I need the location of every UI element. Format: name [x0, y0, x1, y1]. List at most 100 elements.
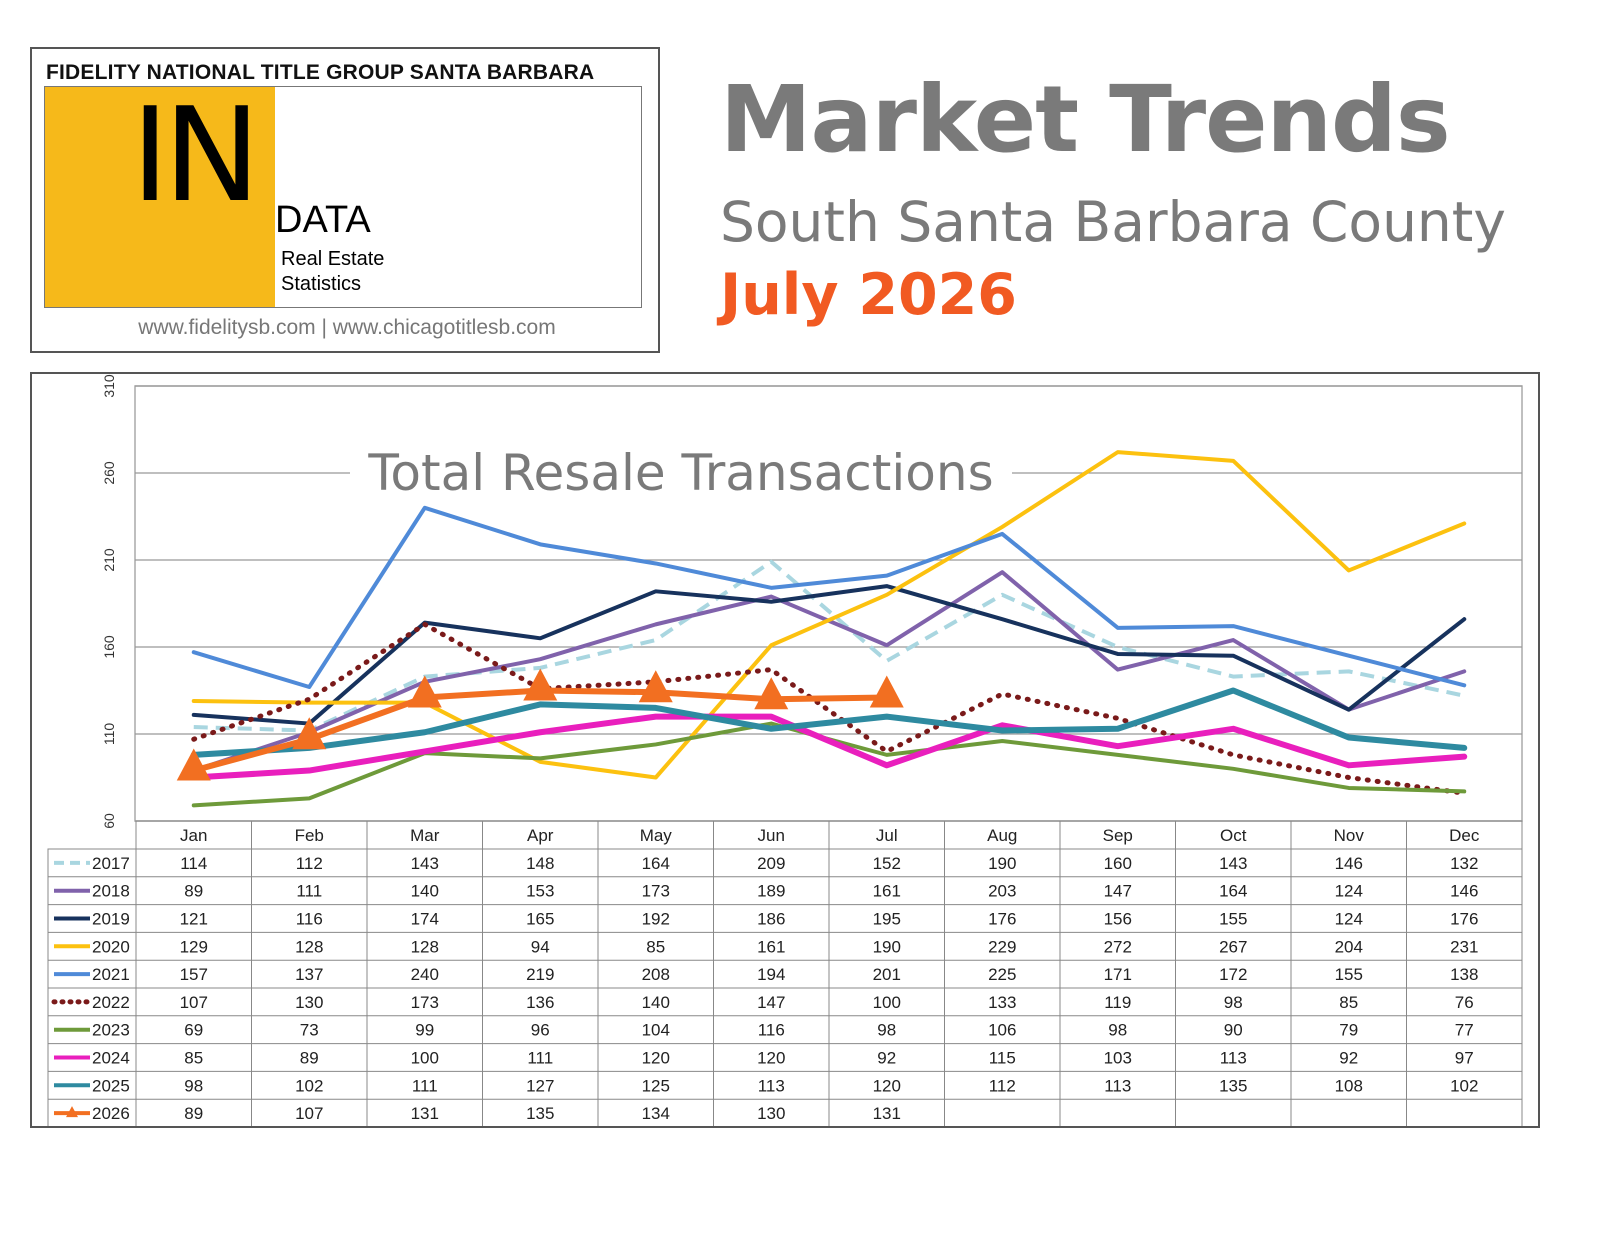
legend-label: 2020: [92, 937, 130, 956]
legend-label: 2017: [92, 854, 130, 873]
data-label: 85: [184, 1049, 203, 1068]
data-label: 89: [184, 882, 203, 901]
data-label: 147: [1104, 882, 1132, 901]
data-label: 92: [1339, 1049, 1358, 1068]
data-label: 111: [412, 1076, 438, 1095]
data-label: 94: [531, 937, 550, 956]
data-label: 107: [180, 993, 208, 1012]
data-label: 174: [411, 910, 439, 929]
x-tick-label: Jul: [876, 826, 898, 845]
data-label: 85: [646, 937, 665, 956]
page-title: Market Trends: [720, 66, 1451, 173]
data-label: 209: [757, 854, 785, 873]
series-line-2017: [193, 559, 1465, 733]
data-label: 107: [295, 1104, 323, 1123]
legend-swatch-marker-2026: [66, 1106, 78, 1118]
data-label: 195: [873, 910, 901, 929]
data-label: 173: [411, 993, 439, 1012]
data-label: 131: [411, 1104, 439, 1123]
series-marker-2026: [292, 717, 327, 750]
data-label: 231: [1450, 937, 1478, 956]
data-label: 89: [184, 1104, 203, 1123]
x-tick-label: Dec: [1449, 826, 1480, 845]
data-label: 161: [757, 937, 785, 956]
logo-in-text: IN: [131, 79, 261, 231]
data-label: 73: [300, 1021, 319, 1040]
data-label: 135: [526, 1104, 554, 1123]
data-label: 116: [296, 910, 323, 929]
data-label: 140: [411, 882, 439, 901]
data-label: 153: [526, 882, 554, 901]
data-label: 267: [1219, 937, 1247, 956]
data-label: 108: [1335, 1076, 1363, 1095]
data-label: 155: [1335, 965, 1363, 984]
data-label: 89: [300, 1049, 319, 1068]
data-label: 272: [1104, 937, 1132, 956]
data-label: 146: [1450, 882, 1478, 901]
data-label: 100: [411, 1049, 439, 1068]
series-marker-2026: [176, 748, 211, 781]
chart-panel: 60 110 160 210 260 310 Total Resale Transactio…: [30, 372, 1540, 1128]
data-label: 138: [1450, 965, 1478, 984]
data-label: 97: [1455, 1049, 1474, 1068]
logo-inner-box: IN DATA Real Estate Statistics: [44, 79, 642, 308]
data-label: 132: [1450, 854, 1478, 873]
data-label: 79: [1339, 1021, 1358, 1040]
data-label: 148: [526, 854, 554, 873]
data-label: 120: [873, 1076, 901, 1095]
data-label: 98: [184, 1076, 203, 1095]
legend-label: 2024: [92, 1049, 130, 1068]
data-label: 127: [526, 1076, 554, 1095]
logo-panel: FIDELITY NATIONAL TITLE GROUP SANTA BARB…: [30, 47, 660, 353]
data-label: 115: [989, 1049, 1016, 1068]
data-label: 146: [1335, 854, 1363, 873]
data-label: 189: [757, 882, 785, 901]
data-label: 112: [989, 1076, 1016, 1095]
data-label: 143: [411, 854, 439, 873]
data-label: 208: [642, 965, 670, 984]
x-tick-label: Sep: [1103, 826, 1133, 845]
y-tick-label: 60: [101, 813, 117, 829]
series-marker-2026: [638, 670, 673, 703]
legend-label: 2025: [92, 1076, 130, 1095]
data-label: 99: [415, 1021, 434, 1040]
data-label: 76: [1455, 993, 1474, 1012]
x-tick-label: Feb: [295, 826, 324, 845]
data-label: 229: [988, 937, 1016, 956]
data-label: 111: [296, 882, 322, 901]
data-label: 143: [1219, 854, 1247, 873]
series-line-2025: [190, 687, 1468, 758]
data-label: 135: [1219, 1076, 1247, 1095]
data-label: 98: [877, 1021, 896, 1040]
data-label: 69: [184, 1021, 203, 1040]
data-label: 194: [757, 965, 785, 984]
data-label: 124: [1335, 910, 1363, 929]
data-label: 156: [1104, 910, 1132, 929]
data-label: 136: [526, 993, 554, 1012]
legend-label: 2021: [92, 965, 130, 984]
data-label: 130: [295, 993, 323, 1012]
series-line-2019: [191, 584, 1467, 726]
data-label: 120: [757, 1049, 785, 1068]
data-label: 120: [642, 1049, 670, 1068]
data-label: 140: [642, 993, 670, 1012]
data-label: 165: [526, 910, 554, 929]
data-label: 204: [1335, 937, 1363, 956]
data-label: 128: [295, 937, 323, 956]
x-tick-label: Mar: [410, 826, 440, 845]
data-label: 104: [642, 1021, 670, 1040]
legend-label: 2018: [92, 882, 130, 901]
legend-label: 2022: [92, 993, 130, 1012]
legend-label: 2019: [92, 910, 130, 929]
y-tick-label: 160: [101, 635, 117, 659]
data-label: 190: [988, 854, 1016, 873]
x-tick-label: Aug: [987, 826, 1017, 845]
data-label: 130: [757, 1104, 785, 1123]
data-label: 100: [873, 993, 901, 1012]
x-tick-label: Apr: [527, 826, 554, 845]
region-subtitle: South Santa Barbara County: [720, 190, 1506, 254]
data-label: 173: [642, 882, 670, 901]
data-label: 102: [295, 1076, 323, 1095]
y-tick-label: 210: [101, 548, 117, 572]
data-label: 102: [1450, 1076, 1478, 1095]
